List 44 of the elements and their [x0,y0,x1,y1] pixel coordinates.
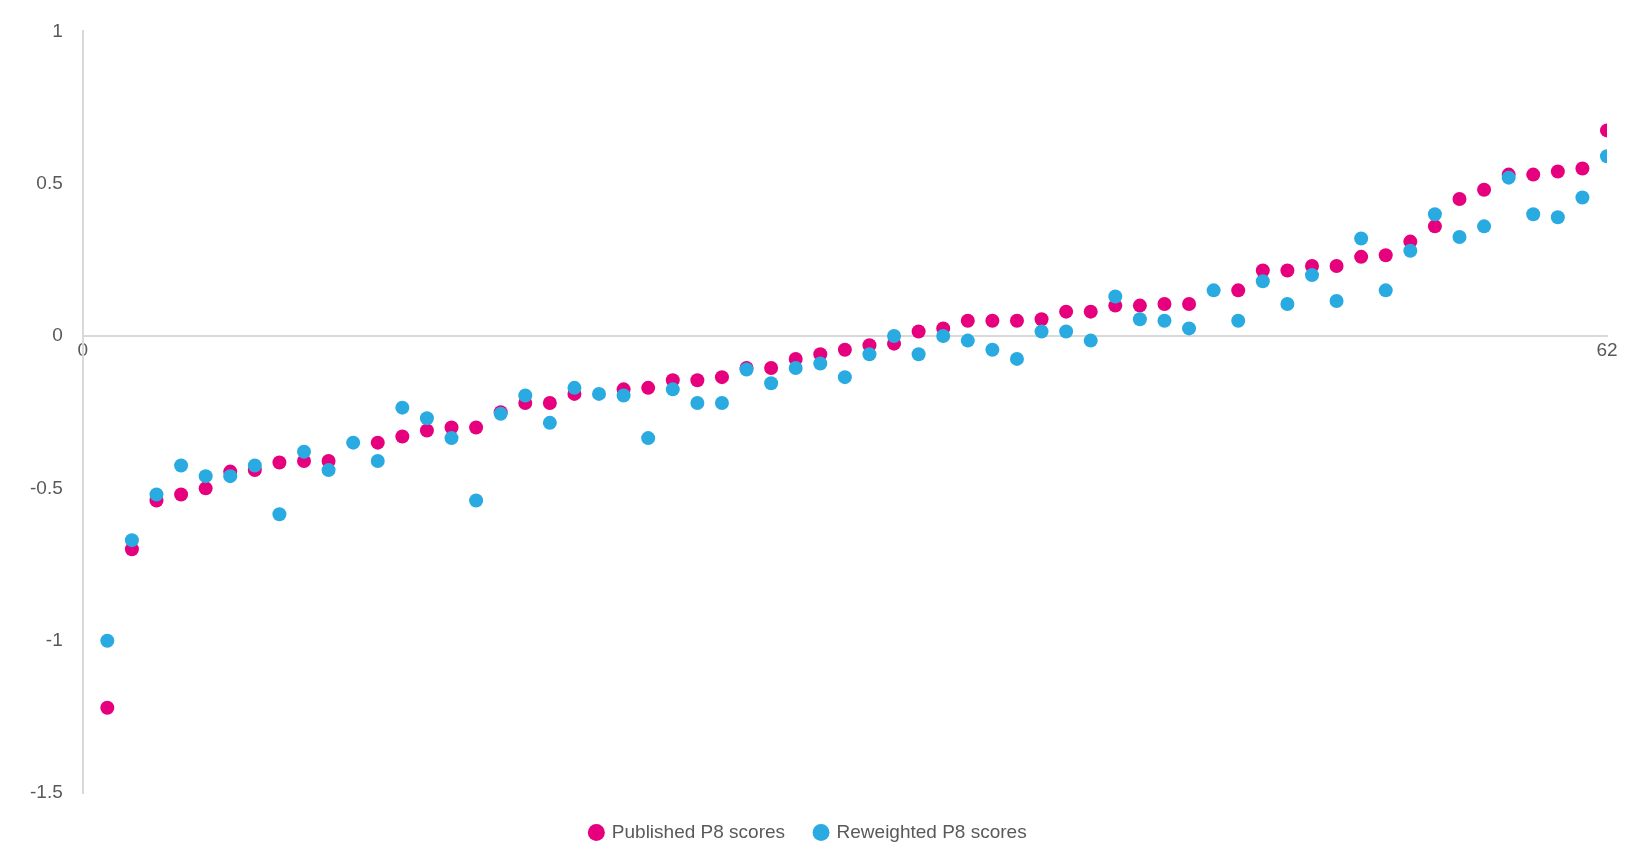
point [174,487,189,502]
point [1034,312,1049,327]
point [419,423,434,438]
point [714,370,729,385]
y-tick-label: -0.5 [29,476,63,498]
point [370,435,385,450]
y-tick-label: 0.5 [36,171,63,193]
y-tick-label: 1 [52,19,63,41]
point [469,420,484,435]
y-tick-label: -1.5 [29,781,63,803]
point [1059,304,1074,319]
point [1009,313,1024,328]
point [911,324,926,339]
point [1427,219,1442,234]
point [1550,164,1565,179]
point [1526,167,1541,182]
legend-label: Published P8 scores [611,820,786,842]
x-tick-label: 62 [1596,338,1618,360]
point [1575,161,1590,176]
point [542,396,557,411]
point [198,481,213,496]
point [837,342,852,357]
point [272,455,287,470]
y-tick-label: 0 [52,324,63,346]
point [395,429,410,444]
point [1231,283,1246,298]
point [1378,248,1393,263]
point [1452,191,1467,206]
point [100,700,115,715]
point [1182,297,1197,312]
point [1083,304,1098,319]
point [985,313,1000,328]
point [690,373,705,388]
point [1280,263,1295,278]
point [1132,298,1147,313]
point [960,313,975,328]
point [1354,249,1369,264]
point [641,380,656,395]
point [1477,182,1492,197]
legend-label: Reweighted P8 scores [836,820,1027,842]
y-tick-label: -1 [45,628,63,650]
point [764,361,779,376]
point [1157,297,1172,312]
point [1329,258,1344,273]
